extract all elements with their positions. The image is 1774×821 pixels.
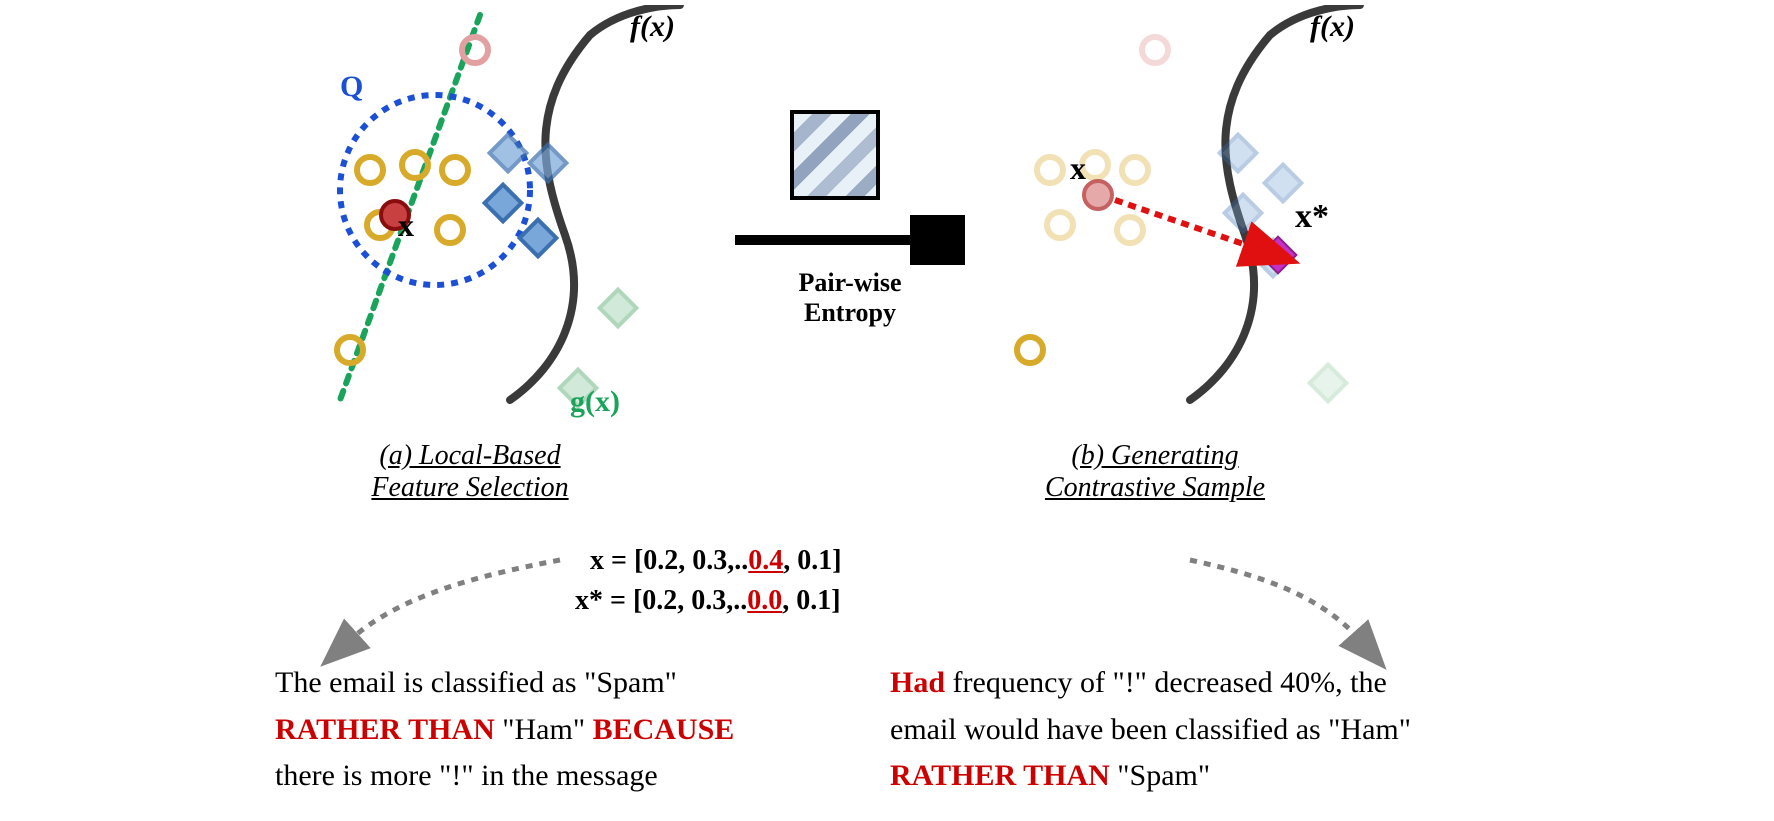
- heatmap-icon: [790, 110, 880, 200]
- gray-arrows: [0, 0, 1774, 821]
- fx-curve-a: [510, 5, 680, 400]
- gx-label: g(x): [570, 385, 620, 419]
- x-point-b: [1084, 181, 1112, 209]
- pink-point-b: [1142, 37, 1168, 63]
- xstar-label: x*: [1295, 198, 1329, 236]
- pairwise-word: Pair-wise: [799, 268, 902, 297]
- main-arrow: [735, 215, 965, 265]
- pairwise-label: Pair-wise Entropy: [770, 268, 930, 328]
- entropy-word: Entropy: [804, 298, 896, 327]
- panel-a-plot: [280, 5, 730, 415]
- fx-curve-b: [1190, 5, 1360, 400]
- gray-arrow-right: [1190, 560, 1360, 640]
- vector-xstar: x* = [0.2, 0.3,..0.0, 0.1]: [575, 585, 841, 617]
- fx-label-a: f(x): [630, 10, 675, 44]
- explanation-right: Had frequency of "!" decreased 40%, the …: [890, 660, 1450, 800]
- green-diamonds-b: [1310, 365, 1347, 402]
- fx-label-b: f(x): [1310, 10, 1355, 44]
- caption-b: (b) Generating Contrastive Sample: [1015, 440, 1295, 504]
- panel-b-plot: [960, 5, 1410, 415]
- caption-a: (a) Local-Based Feature Selection: [330, 440, 610, 504]
- yellow-points-a: [337, 152, 468, 363]
- q-label: Q: [340, 70, 363, 104]
- vector-x: x = [0.2, 0.3,..0.4, 0.1]: [590, 545, 842, 577]
- gray-arrow-left: [350, 560, 560, 640]
- x-label-a: x: [398, 207, 414, 244]
- x-label-b: x: [1070, 150, 1086, 187]
- explanation-left: The email is classified as "Spam" RATHER…: [275, 660, 795, 800]
